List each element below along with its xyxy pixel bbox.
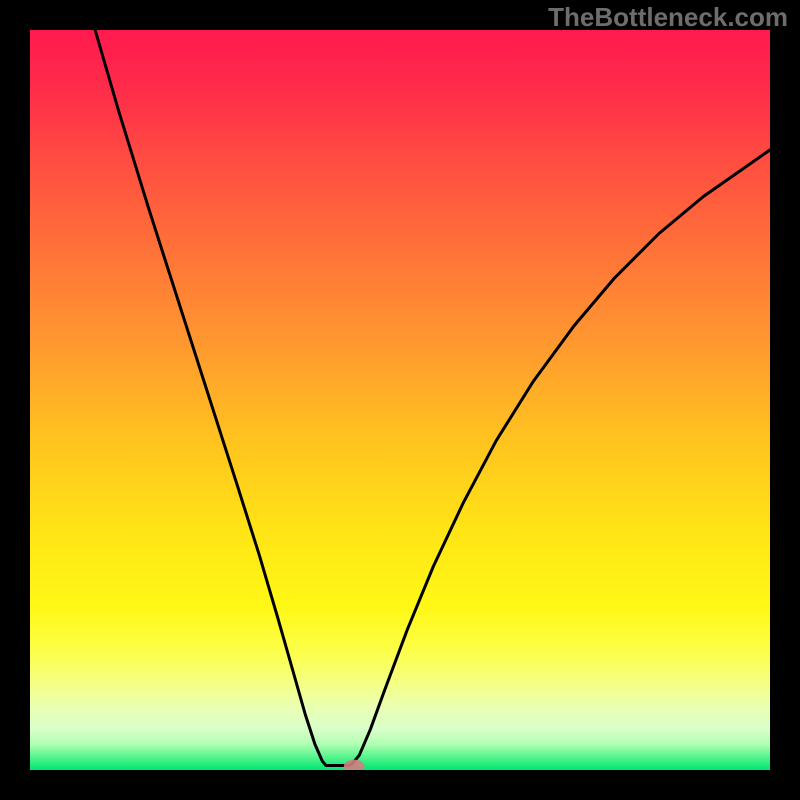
chart-svg (30, 30, 770, 770)
plot-area (30, 30, 770, 770)
gradient-background (30, 30, 770, 770)
watermark-text: TheBottleneck.com (548, 2, 788, 33)
chart-container: TheBottleneck.com (0, 0, 800, 800)
